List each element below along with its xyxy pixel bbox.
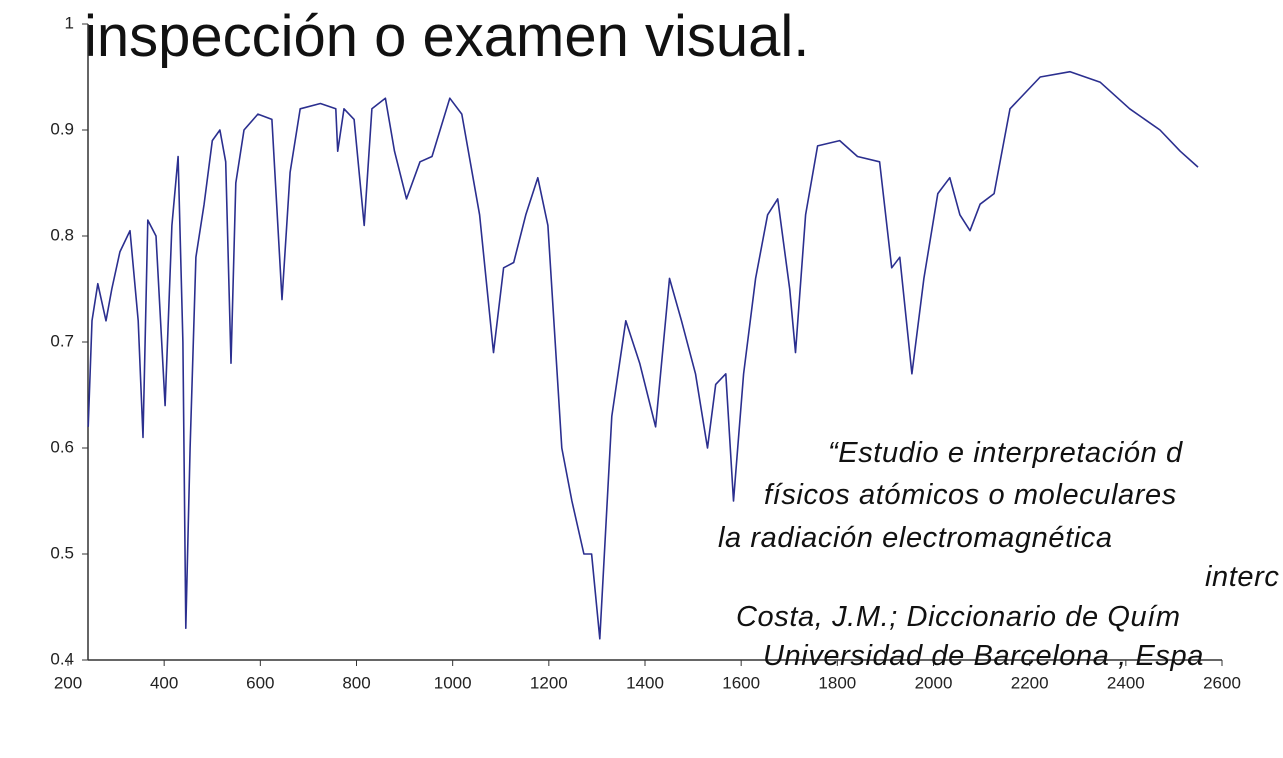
x-tick-label: 200 bbox=[54, 673, 82, 692]
x-tick-label: 1000 bbox=[434, 673, 472, 692]
x-tick-label: 2200 bbox=[1011, 673, 1049, 692]
slide-title: inspección o examen visual. bbox=[84, 4, 809, 69]
x-tick-label: 2400 bbox=[1107, 673, 1145, 692]
quote-line: interc bbox=[1205, 561, 1280, 593]
x-tick-label: 1200 bbox=[530, 673, 568, 692]
quote-line: Universidad de Barcelona , Espa bbox=[763, 640, 1204, 672]
x-tick-label: 2000 bbox=[915, 673, 953, 692]
quote-line: físicos atómicos o moleculares bbox=[764, 479, 1177, 511]
x-tick-label: 800 bbox=[342, 673, 370, 692]
y-tick-label: 0.6 bbox=[50, 437, 74, 456]
x-tick-label: 1400 bbox=[626, 673, 664, 692]
x-tick-label: 600 bbox=[246, 673, 274, 692]
y-tick-label: 1 bbox=[65, 13, 74, 32]
quote-line: Costa, J.M.; Diccionario de Quím bbox=[736, 601, 1181, 633]
y-tick-label: 0.7 bbox=[50, 331, 74, 350]
x-tick-label: 1800 bbox=[818, 673, 856, 692]
y-tick-label: 0.4 bbox=[50, 649, 74, 668]
y-tick-label: 0.5 bbox=[50, 543, 74, 562]
quote-line: la radiación electromagnética bbox=[718, 522, 1113, 554]
x-tick-label: 2600 bbox=[1203, 673, 1241, 692]
x-tick-label: 1600 bbox=[722, 673, 760, 692]
x-tick-label: 400 bbox=[150, 673, 178, 692]
y-tick-label: 0.9 bbox=[50, 119, 74, 138]
quote-line: “Estudio e interpretación d bbox=[828, 437, 1183, 469]
spectrum-line bbox=[87, 70, 1199, 640]
y-tick-label: 0.8 bbox=[50, 225, 74, 244]
